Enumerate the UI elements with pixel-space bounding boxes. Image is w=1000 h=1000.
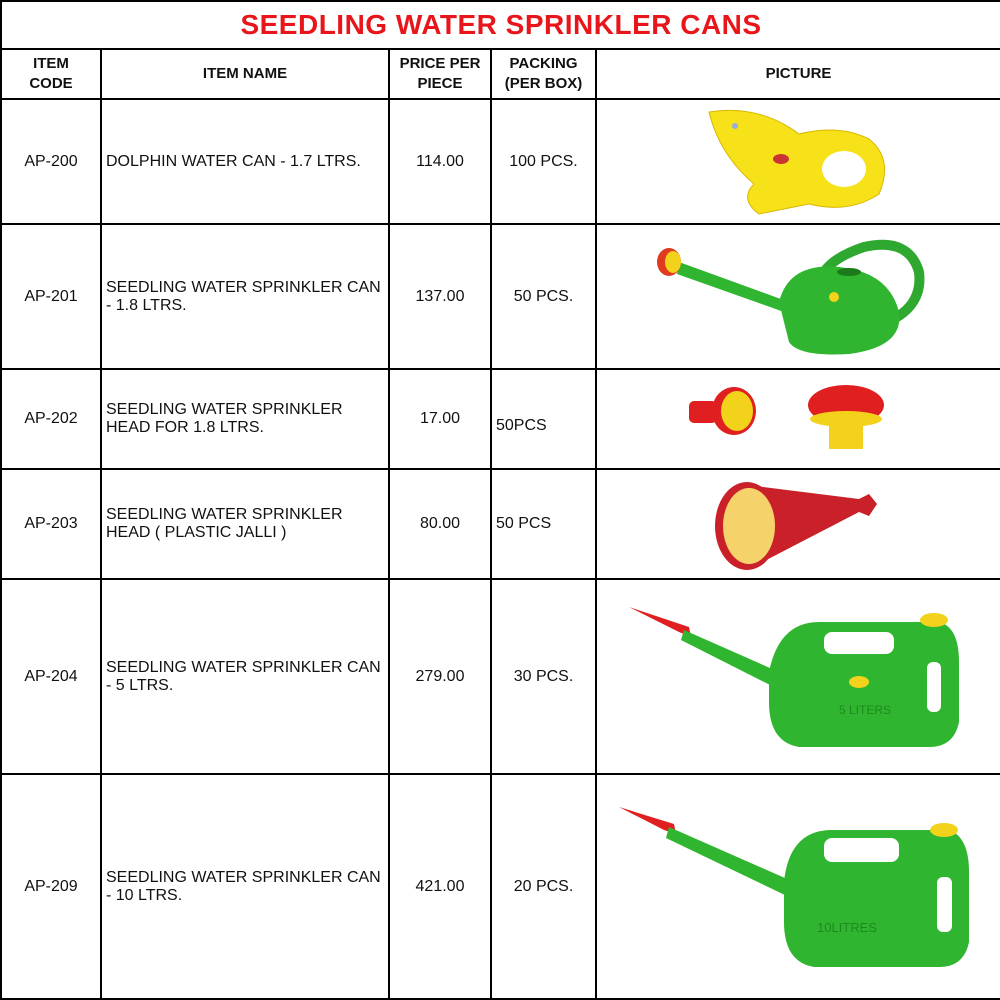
header-name: ITEM NAME: [100, 48, 390, 100]
can-10l-image: 10LITRES: [618, 806, 969, 967]
item-picture: [594, 468, 1000, 580]
sprinkler-rose-image: [714, 482, 877, 570]
table-row: AP-209 SEEDLING WATER SPRINKLER CAN - 10…: [0, 773, 1000, 1000]
item-price: 279.00: [388, 578, 492, 775]
item-price: 137.00: [388, 223, 492, 370]
item-price: 17.00: [388, 368, 492, 470]
item-picture: [594, 368, 1000, 470]
item-packing: 30 PCS.: [490, 578, 597, 775]
header-packing: PACKING (PER BOX): [490, 48, 597, 100]
item-name: DOLPHIN WATER CAN - 1.7 LTRS.: [100, 98, 390, 225]
item-code: AP-202: [0, 368, 102, 470]
round-can-image: [656, 239, 924, 354]
header-code: ITEM CODE: [0, 48, 102, 100]
table-row: AP-201 SEEDLING WATER SPRINKLER CAN - 1.…: [0, 223, 1000, 370]
table-row: AP-204 SEEDLING WATER SPRINKLER CAN - 5 …: [0, 578, 1000, 775]
table-row: AP-200 DOLPHIN WATER CAN - 1.7 LTRS. 114…: [0, 98, 1000, 225]
item-price: 80.00: [388, 468, 492, 580]
item-price: 114.00: [388, 98, 492, 225]
item-packing: 50PCS: [490, 368, 597, 470]
item-picture: 5 LITERS: [594, 578, 1000, 775]
item-code: AP-201: [0, 223, 102, 370]
item-picture: [594, 223, 1000, 370]
item-packing: 20 PCS.: [490, 773, 597, 1000]
header-picture: PICTURE: [594, 48, 1000, 100]
item-picture: [594, 98, 1000, 225]
can-label: 10LITRES: [817, 920, 877, 935]
item-packing: 100 PCS.: [490, 98, 597, 225]
can-label: 5 LITERS: [839, 703, 891, 717]
item-name: SEEDLING WATER SPRINKLER CAN - 5 LTRS.: [100, 578, 390, 775]
item-code: AP-204: [0, 578, 102, 775]
item-packing: 50 PCS: [490, 468, 597, 580]
sprinkler-heads-image: [688, 385, 884, 449]
item-name: SEEDLING WATER SPRINKLER HEAD ( PLASTIC …: [100, 468, 390, 580]
item-code: AP-200: [0, 98, 102, 225]
item-name: SEEDLING WATER SPRINKLER HEAD FOR 1.8 LT…: [100, 368, 390, 470]
table-row: AP-203 SEEDLING WATER SPRINKLER HEAD ( P…: [0, 468, 1000, 580]
item-name: SEEDLING WATER SPRINKLER CAN - 10 LTRS.: [100, 773, 390, 1000]
table-title: SEEDLING WATER SPRINKLER CANS: [0, 0, 1000, 50]
dolphin-can-image: [707, 109, 885, 215]
can-5l-image: 5 LITERS: [628, 606, 959, 747]
item-packing: 50 PCS.: [490, 223, 597, 370]
header-price: PRICE PER PIECE: [388, 48, 492, 100]
item-picture: 10LITRES: [594, 773, 1000, 1000]
item-price: 421.00: [388, 773, 492, 1000]
item-code: AP-209: [0, 773, 102, 1000]
item-name: SEEDLING WATER SPRINKLER CAN - 1.8 LTRS.: [100, 223, 390, 370]
item-code: AP-203: [0, 468, 102, 580]
header-row: ITEM CODE ITEM NAME PRICE PER PIECE PACKIN…: [0, 48, 1000, 100]
table-row: AP-202 SEEDLING WATER SPRINKLER HEAD FOR…: [0, 368, 1000, 470]
